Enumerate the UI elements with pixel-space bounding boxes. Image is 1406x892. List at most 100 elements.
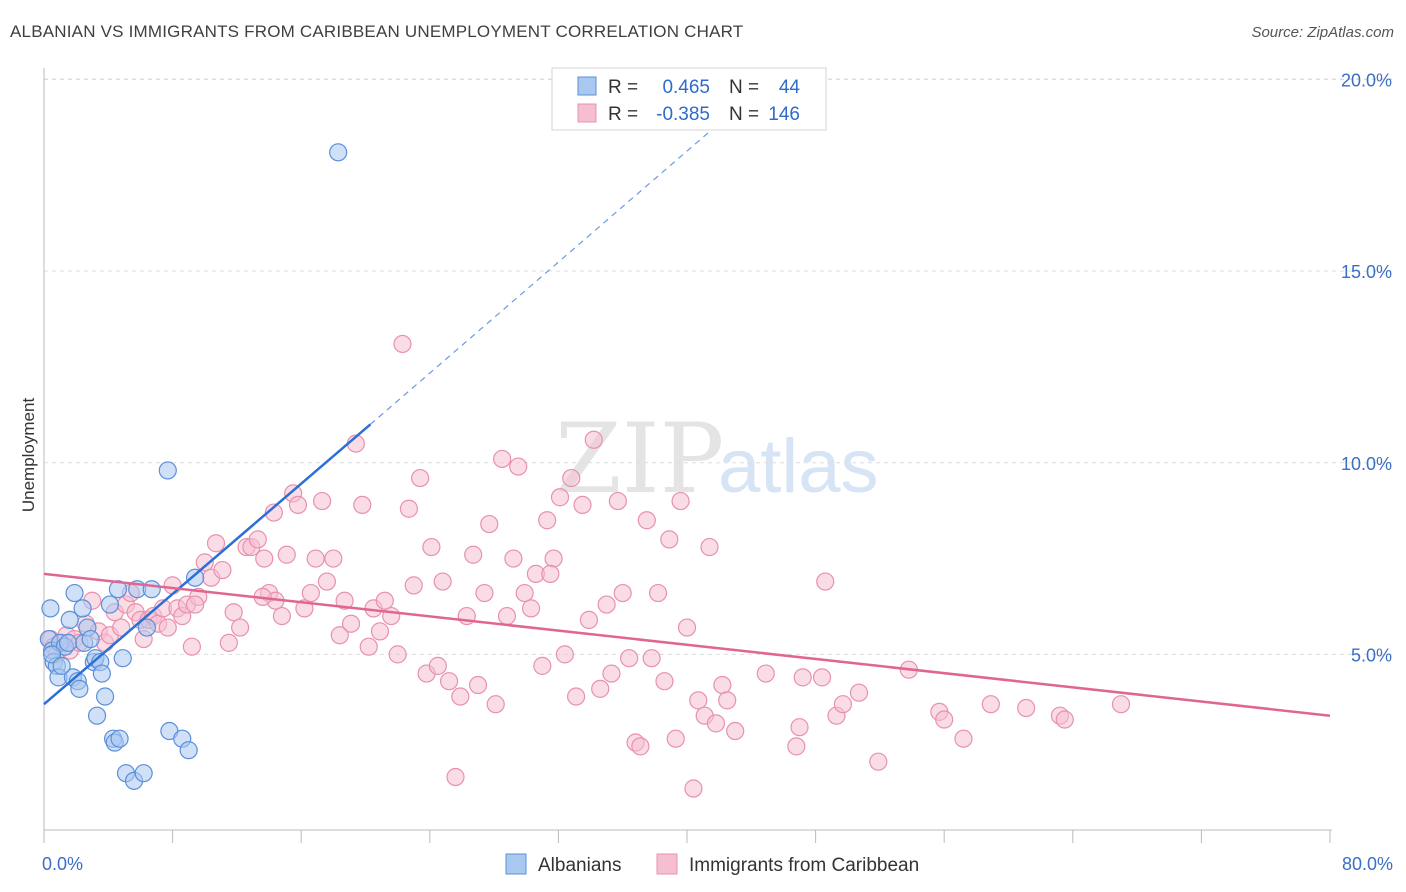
caribbean-trend-line [43,572,1331,717]
caribbean-point [277,545,296,564]
caribbean-point [335,591,354,610]
y-tick-label: 5.0% [1351,645,1392,665]
y-tick-label: 10.0% [1341,454,1392,474]
legend-n-label-caribbean: N = [729,104,759,125]
albanian-point [52,656,71,675]
caribbean-point [655,672,674,691]
caribbean-point [186,595,205,614]
caribbean-point [112,618,131,637]
caribbean-point [544,549,563,568]
caribbean-point [182,637,201,656]
albanian-point [186,568,205,587]
caribbean-point [812,668,832,687]
caribbean-point [493,449,512,469]
caribbean-point [515,583,534,603]
caribbean-point [718,691,737,710]
x-tick-label-min: 0.0% [42,854,83,874]
series-legend-swatch-caribbean [656,853,678,875]
caribbean-point [231,618,250,637]
caribbean-point [713,675,732,695]
caribbean-point [213,560,232,580]
legend-r-label-caribbean: R = [608,104,638,125]
caribbean-point [660,530,679,549]
legend-n-label-albanians: N = [729,77,759,98]
caribbean-point [533,656,552,675]
caribbean-point [833,695,853,714]
caribbean-point [382,606,401,626]
caribbean-point [620,649,639,668]
albanian-point [87,706,107,725]
caribbean-point [787,737,806,756]
y-axis-label: Unemployment [19,398,38,513]
caribbean-point [954,729,973,748]
caribbean-point [255,549,274,568]
caribbean-point [301,583,320,603]
source-label: Source: ZipAtlas.com [1251,24,1394,41]
caribbean-point [566,687,586,706]
caribbean-point [706,714,726,733]
caribbean-point [411,468,430,488]
legend-r-value-caribbean: -0.385 [656,104,710,125]
caribbean-point [468,675,488,695]
albanians-trend-extension [369,102,744,425]
caribbean-point [981,695,1000,714]
legend-n-value-caribbean: 146 [768,104,800,125]
caribbean-point [330,626,349,645]
albanian-point [73,599,92,618]
caribbean-point [849,683,869,702]
caribbean-point [677,618,697,637]
stats-legend: R = 0.465 N = 44 R = -0.385 N = 146 [551,67,827,131]
caribbean-point [1017,698,1036,718]
caribbean-point [446,767,465,787]
caribbean-point [219,633,238,652]
series-legend: Albanians Immigrants from Caribbean [505,853,919,876]
caribbean-point [689,691,708,710]
caribbean-point [756,664,775,683]
caribbean-point [497,606,517,626]
caribbean-point [399,499,419,518]
x-tick-marks [43,830,1331,843]
watermark-atlas: atlas [718,424,879,509]
caribbean-point [504,549,523,568]
caribbean-point [509,457,528,476]
caribbean-point [793,668,812,687]
caribbean-point [306,549,325,568]
series-legend-label-caribbean: Immigrants from Caribbean [689,855,919,876]
caribbean-point [312,491,332,511]
caribbean-point [317,572,337,591]
legend-swatch-caribbean [577,103,597,123]
albanian-points [39,143,348,790]
caribbean-point [521,599,541,618]
caribbean-point [480,514,499,534]
caribbean-point [451,687,470,706]
caribbean-point [264,503,283,522]
caribbean-point [272,606,292,626]
caribbean-point [631,737,650,756]
y-tick-label: 20.0% [1341,71,1392,91]
series-legend-swatch-albanians [505,853,527,875]
caribbean-point [602,664,621,683]
albanian-point [179,741,198,760]
legend-n-value-albanians: 44 [779,77,801,98]
albanian-point [134,764,153,783]
stats-legend-box [551,67,827,131]
caribbean-point [404,576,423,595]
caribbean-point [1111,695,1131,714]
caribbean-point [288,495,308,515]
albanians-trend-line [43,423,372,706]
caribbean-point [584,430,603,449]
caribbean-point [439,672,459,691]
legend-swatch-albanians [577,76,597,96]
caribbean-point [324,549,343,568]
caribbean-point [1055,710,1074,729]
caribbean-point [562,468,581,488]
caribbean-point [359,637,378,656]
caribbean-point [608,491,627,511]
caribbean-point [422,537,441,557]
albanian-point [60,610,79,629]
caribbean-point [475,583,494,603]
caribbean-point [433,572,452,591]
caribbean-point [550,488,570,507]
caribbean-point [869,752,888,771]
albanian-point [142,580,161,599]
